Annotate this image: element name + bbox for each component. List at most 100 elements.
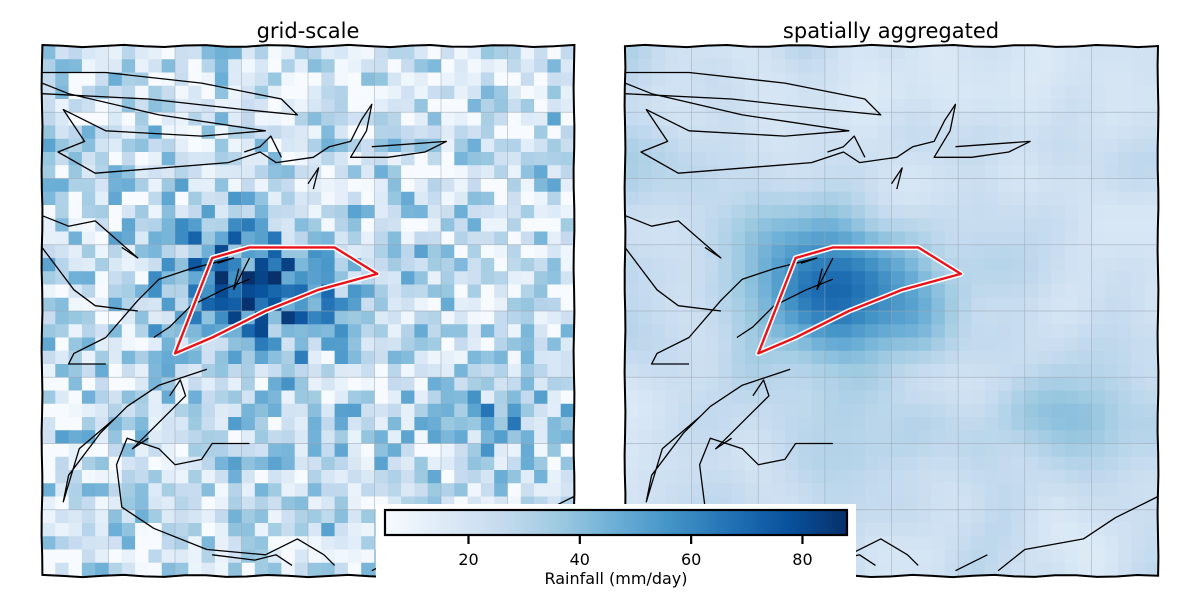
cell-l-11-23: [347, 191, 362, 206]
cell-r-20-2: [651, 311, 666, 325]
cell-l-39-7: [135, 562, 149, 576]
coastline-segment-2: [827, 135, 866, 158]
cell-r-29-2: [651, 430, 666, 445]
cell-l-19-1: [55, 297, 70, 312]
cell-r-16-26: [971, 258, 986, 272]
cell-r-17-32: [1051, 271, 1066, 286]
cell-l-2-22: [334, 72, 349, 87]
cell-l-0-27: [401, 46, 415, 60]
cell-l-24-31: [454, 364, 469, 378]
cell-l-9-20: [308, 165, 322, 180]
cell-l-13-20: [308, 218, 322, 233]
cell-r-12-26: [971, 205, 986, 219]
cell-l-9-16: [254, 165, 269, 180]
cell-l-26-32: [467, 390, 482, 405]
cell-l-20-5: [108, 311, 123, 325]
cell-l-24-14: [228, 364, 243, 378]
cell-r-15-12: [784, 244, 799, 259]
cell-l-37-3: [81, 536, 96, 551]
cell-l-1-7: [135, 59, 149, 74]
cell-r-2-13: [798, 72, 813, 87]
cell-l-1-39: [560, 59, 574, 74]
rainfall-cells-aggregated: [625, 46, 1158, 576]
cell-l-13-25: [374, 218, 389, 233]
cell-l-6-21: [321, 125, 336, 140]
cell-l-38-8: [148, 549, 163, 564]
cell-r-18-16: [838, 284, 853, 299]
cell-r-13-37: [1118, 218, 1132, 233]
cell-l-29-28: [414, 430, 429, 445]
cell-l-20-39: [560, 311, 574, 325]
cell-r-35-28: [998, 509, 1013, 524]
cell-l-29-9: [161, 430, 176, 445]
cell-l-20-36: [520, 311, 535, 325]
cell-r-6-10: [758, 125, 773, 140]
cell-l-31-13: [214, 456, 229, 471]
cell-l-16-18: [281, 258, 296, 272]
cell-l-30-26: [387, 443, 402, 458]
cell-r-22-19: [878, 337, 893, 352]
cell-l-1-11: [188, 59, 203, 74]
cell-l-9-29: [427, 165, 442, 180]
cell-l-0-18: [281, 46, 296, 60]
cell-r-3-34: [1078, 85, 1092, 100]
cell-l-1-29: [427, 59, 442, 74]
cell-r-2-22: [918, 72, 933, 87]
cell-l-13-30: [441, 218, 455, 233]
cell-r-26-38: [1131, 390, 1146, 405]
cell-r-27-39: [1144, 403, 1158, 418]
cell-l-25-19: [294, 377, 309, 392]
cell-r-17-33: [1064, 271, 1079, 286]
cell-r-19-3: [664, 297, 679, 312]
cell-r-10-38: [1131, 178, 1146, 193]
cell-r-36-20: [891, 523, 906, 537]
cell-l-0-33: [480, 46, 495, 60]
cell-r-10-8: [731, 178, 746, 193]
cell-r-13-17: [851, 218, 866, 233]
cell-l-14-14: [228, 231, 243, 246]
cell-r-9-16: [838, 165, 853, 180]
cell-r-3-0: [625, 85, 639, 100]
cell-l-4-24: [361, 99, 376, 113]
cell-r-29-21: [904, 430, 919, 445]
cell-r-36-39: [1144, 523, 1158, 537]
cell-l-11-30: [441, 191, 455, 206]
cell-r-23-18: [864, 350, 879, 365]
cell-l-13-31: [454, 218, 469, 233]
coastline-segment-4: [625, 214, 722, 259]
cell-r-38-32: [1051, 549, 1066, 564]
cell-r-21-26: [971, 324, 986, 339]
cell-r-4-16: [838, 99, 853, 113]
cell-r-38-19: [878, 549, 893, 564]
cell-l-17-39: [560, 271, 574, 286]
cell-l-8-10: [175, 152, 189, 166]
panel-title-spatially-aggregated: spatially aggregated: [783, 19, 999, 43]
cell-r-39-36: [1104, 562, 1119, 576]
cell-l-23-17: [268, 350, 282, 365]
cell-l-27-37: [534, 403, 548, 418]
cell-l-23-9: [161, 350, 176, 365]
cell-r-10-37: [1118, 178, 1132, 193]
cell-l-30-35: [507, 443, 522, 458]
cell-r-9-9: [744, 165, 759, 180]
cell-l-4-32: [467, 99, 482, 113]
cell-l-13-23: [347, 218, 362, 233]
cell-r-5-32: [1051, 112, 1066, 127]
cell-r-5-36: [1104, 112, 1119, 127]
cell-l-29-4: [95, 430, 110, 445]
cell-l-32-19: [294, 470, 309, 484]
cell-r-35-30: [1024, 509, 1039, 524]
cell-r-21-24: [944, 324, 959, 339]
cell-r-5-20: [891, 112, 906, 127]
cell-r-35-36: [1104, 509, 1119, 524]
cell-l-34-6: [121, 496, 136, 511]
cell-l-35-1: [55, 509, 70, 524]
cell-r-0-29: [1011, 46, 1026, 60]
cell-l-6-18: [281, 125, 296, 140]
cell-l-22-14: [228, 337, 243, 352]
cell-l-5-19: [294, 112, 309, 127]
cell-l-14-35: [507, 231, 522, 246]
cell-r-33-19: [878, 483, 893, 498]
cell-l-8-29: [427, 152, 442, 166]
cell-r-4-29: [1011, 99, 1026, 113]
